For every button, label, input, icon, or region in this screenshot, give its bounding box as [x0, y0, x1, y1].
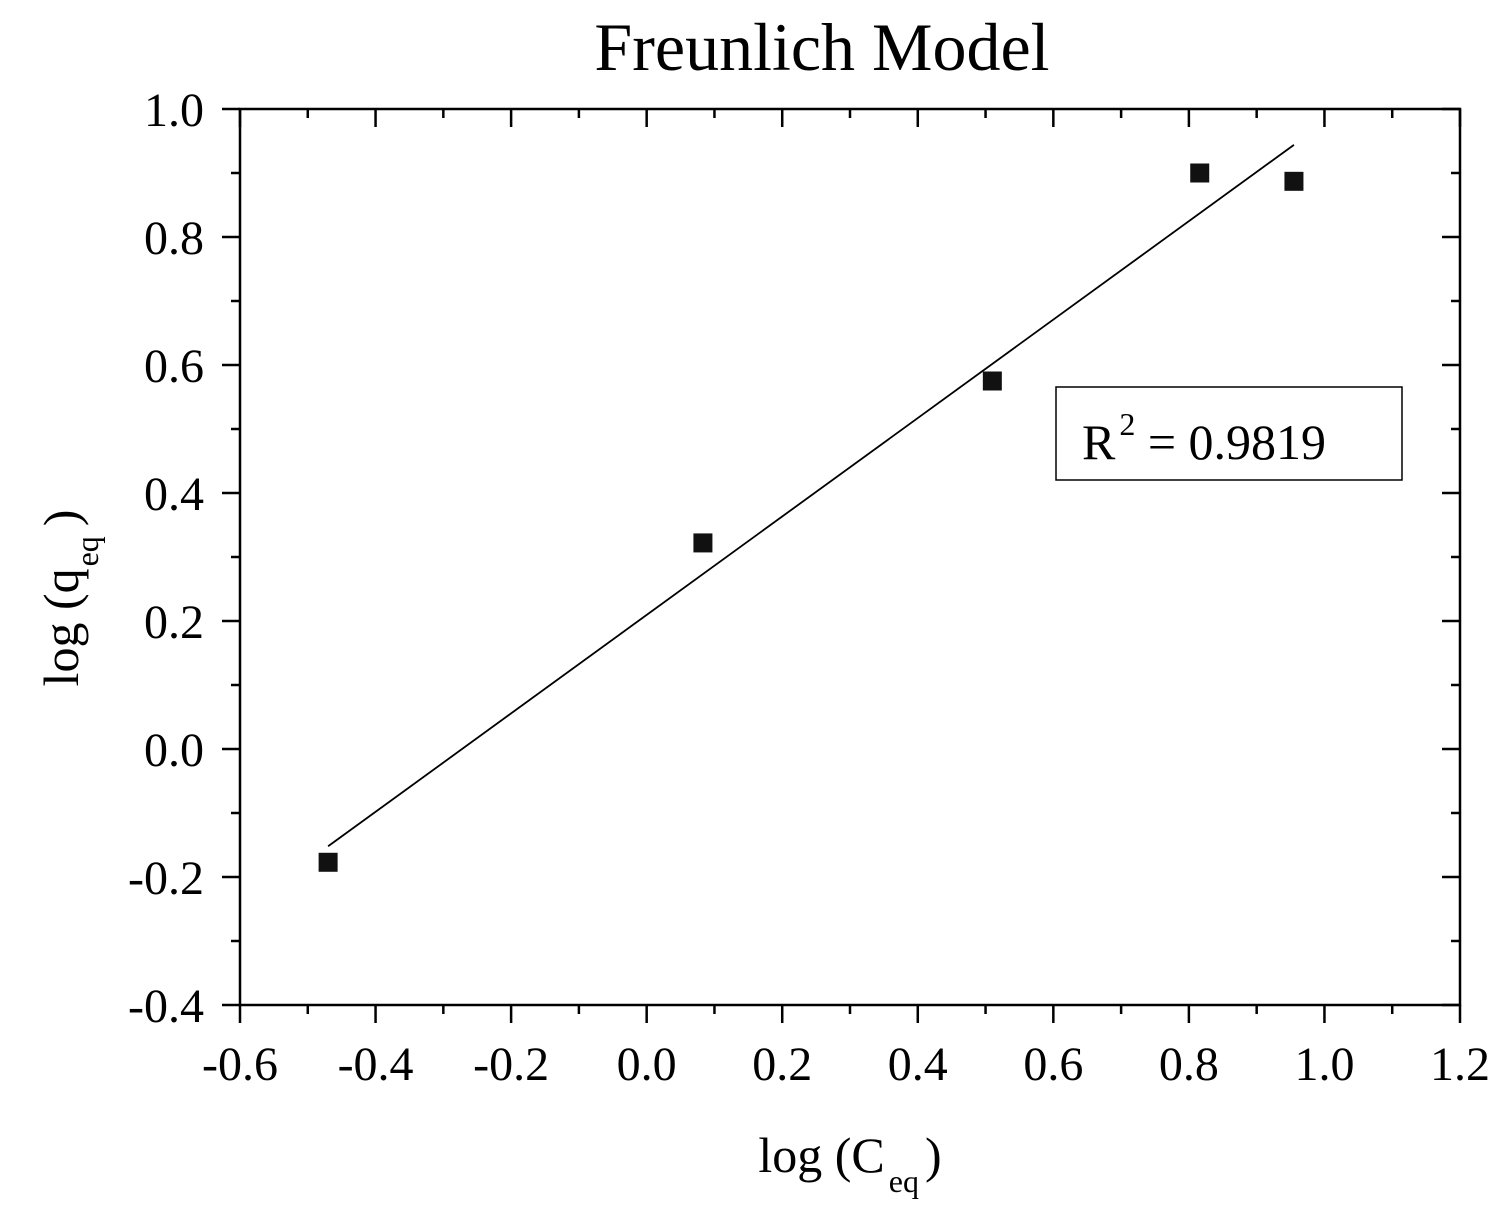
data-point [318, 852, 338, 872]
x-tick-label: 0.6 [1023, 1038, 1083, 1091]
data-point [982, 371, 1002, 391]
x-axis-label-subscript: eq [889, 1163, 919, 1199]
r-squared-superscript: 2 [1119, 406, 1135, 442]
y-axis-label-main: log (q [33, 568, 89, 686]
y-axis-label: log (qeq) [33, 510, 105, 687]
r-squared-value: = 0.9819 [1135, 414, 1326, 470]
x-tick-label: 1.2 [1430, 1038, 1490, 1091]
x-axis-ticks [238, 109, 1462, 1023]
y-tick-label: 0.4 [144, 468, 204, 521]
x-axis-label: log (C eq) [758, 1127, 941, 1199]
y-axis-ticks [222, 107, 1460, 1007]
x-axis-label-main: log (C [758, 1127, 884, 1183]
x-tick-label: 0.4 [888, 1038, 948, 1091]
x-tick-label: -0.6 [202, 1038, 278, 1091]
x-tick-label: -0.2 [473, 1038, 549, 1091]
x-tick-label: 0.0 [617, 1038, 677, 1091]
y-axis-tick-labels: -0.4 -0.2 0.0 0.2 0.4 0.6 0.8 1.0 [128, 84, 204, 1033]
fit-line [327, 144, 1295, 848]
data-point [1284, 171, 1304, 191]
x-tick-label: 0.8 [1159, 1038, 1219, 1091]
y-tick-label: 0.2 [144, 596, 204, 649]
y-tick-label: 0.6 [144, 340, 204, 393]
x-tick-label: -0.4 [338, 1038, 414, 1091]
r-squared-main: R [1082, 414, 1116, 470]
y-tick-label: 0.8 [144, 212, 204, 265]
x-axis-label-close: ) [925, 1127, 942, 1183]
y-axis-label-subscript: eq [69, 536, 105, 566]
chart-title: Freunlich Model [594, 9, 1049, 85]
y-axis-label-close: ) [33, 510, 89, 527]
x-axis-tick-labels: -0.6 -0.4 -0.2 0.0 0.2 0.4 0.6 0.8 1.0 1.2 [202, 1038, 1490, 1091]
x-tick-label: 0.2 [752, 1038, 812, 1091]
plot-frame [238, 107, 1462, 1007]
r-squared-box [1055, 386, 1403, 481]
y-tick-label: -0.2 [128, 852, 204, 905]
data-point [1190, 163, 1210, 183]
y-tick-label: 0.0 [144, 724, 204, 777]
x-tick-label: 1.0 [1294, 1038, 1354, 1091]
y-tick-label: 1.0 [144, 84, 204, 137]
y-tick-label: -0.4 [128, 980, 204, 1033]
data-point [693, 533, 713, 553]
data-points [318, 163, 1304, 872]
